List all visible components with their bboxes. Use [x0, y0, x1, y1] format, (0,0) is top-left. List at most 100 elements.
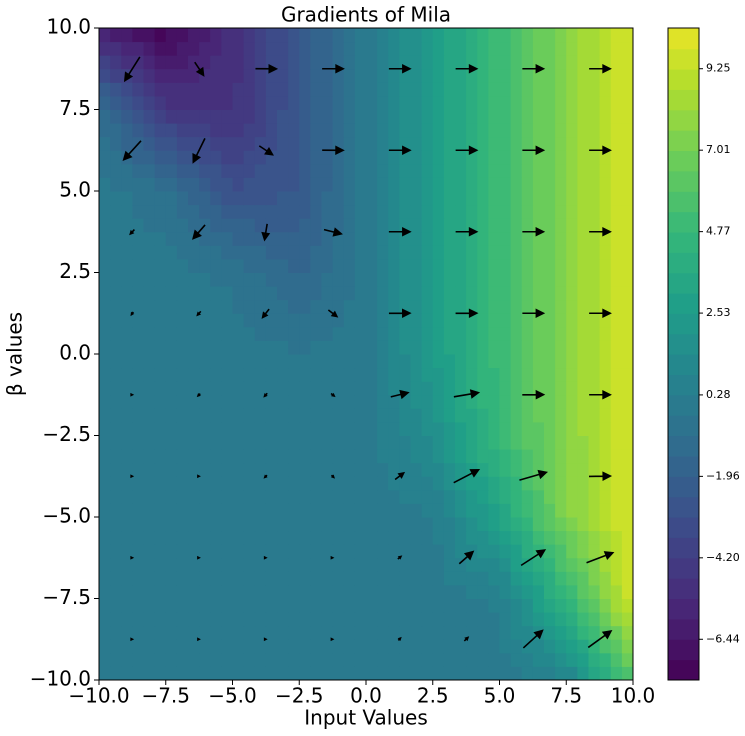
contour-cell [443, 462, 456, 477]
contour-cell [532, 245, 545, 260]
contour-cell [366, 584, 378, 599]
contour-cell [588, 625, 601, 640]
contour-cell [188, 286, 200, 301]
contour-cell [176, 163, 189, 178]
contour-cell [221, 557, 233, 572]
contour-cell [288, 639, 300, 654]
contour-cell [277, 299, 289, 314]
contour-cell [577, 272, 589, 287]
contour-cell [443, 204, 456, 219]
contour-cell [243, 340, 256, 355]
contour-cell [555, 652, 567, 667]
contour-cell [188, 517, 200, 532]
contour-cell [265, 286, 278, 301]
contour-cell [188, 598, 200, 613]
gradient-arrow [330, 555, 335, 560]
contour-cell [277, 612, 289, 627]
contour-cell [544, 639, 556, 654]
contour-cell [321, 598, 334, 613]
contour-cell [343, 163, 356, 178]
contour-cell [488, 109, 500, 124]
contour-cell [121, 462, 133, 477]
contour-cell [99, 245, 111, 260]
contour-cell [521, 598, 534, 613]
contour-cell [599, 286, 612, 301]
contour-cell [399, 435, 411, 450]
contour-cell [521, 313, 534, 328]
contour-cell [343, 191, 356, 206]
contour-cell [466, 109, 478, 124]
contour-cell [388, 82, 400, 97]
contour-cell [532, 68, 545, 83]
contour-cell [377, 218, 389, 233]
contour-cell [210, 598, 222, 613]
contour-cell [432, 231, 445, 246]
contour-cell [366, 245, 378, 260]
contour-cell [199, 625, 211, 640]
contour-cell [399, 177, 411, 192]
contour-cell [532, 231, 545, 246]
contour-cell [254, 625, 267, 640]
contour-cell [377, 150, 389, 165]
contour-cell [577, 354, 589, 369]
contour-cell [176, 625, 189, 640]
contour-cell [610, 231, 623, 246]
contour-cell [499, 557, 512, 572]
contour-cell [321, 95, 334, 110]
contour-cell [176, 476, 189, 491]
contour-cell [265, 394, 278, 409]
contour-cell [566, 245, 578, 260]
contour-cell [354, 191, 367, 206]
contour-cell [221, 354, 233, 369]
contour-cell [243, 381, 256, 396]
contour-cell [377, 489, 389, 504]
contour-cell [421, 313, 434, 328]
contour-cell [343, 258, 356, 273]
contour-cell [544, 204, 556, 219]
contour-cell [377, 462, 389, 477]
contour-cell [332, 177, 345, 192]
contour-cell [165, 55, 178, 70]
contour-cell [143, 435, 156, 450]
contour-cell [388, 150, 400, 165]
contour-cell [143, 421, 156, 436]
contour-cell [199, 313, 211, 328]
contour-cell [232, 272, 245, 287]
contour-cell [354, 177, 367, 192]
contour-cell [443, 381, 456, 396]
contour-cell [466, 666, 478, 681]
contour-cell [176, 354, 189, 369]
colorbar-band [668, 191, 699, 213]
contour-cell [432, 530, 445, 545]
contour-cell [377, 408, 389, 423]
contour-cell [154, 299, 167, 314]
contour-cell [310, 503, 322, 518]
colorbar-tick-label: 4.77 [706, 225, 731, 238]
contour-cell [188, 95, 200, 110]
contour-cell [332, 82, 345, 97]
contour-cell [532, 28, 545, 43]
contour-cell [154, 55, 167, 70]
contour-cell [265, 354, 278, 369]
contour-cell [477, 326, 489, 341]
contour-cell [99, 326, 111, 341]
y-axis-label: β values [3, 312, 27, 396]
contour-cell [165, 150, 178, 165]
contour-cell [321, 272, 334, 287]
contour-cell [221, 326, 233, 341]
contour-cell [455, 326, 467, 341]
gradient-arrow [123, 56, 141, 83]
contour-cell [621, 544, 634, 559]
contour-cell [165, 421, 178, 436]
contour-cell [310, 245, 322, 260]
contour-cell [443, 313, 456, 328]
contour-cell [199, 136, 211, 151]
contour-cell [188, 299, 200, 314]
contour-cell [499, 666, 512, 681]
contour-cell [232, 381, 245, 396]
contour-cell [332, 625, 345, 640]
contour-cell [354, 408, 367, 423]
contour-cell [210, 340, 222, 355]
contour-cell [432, 299, 445, 314]
contour-cell [343, 449, 356, 464]
